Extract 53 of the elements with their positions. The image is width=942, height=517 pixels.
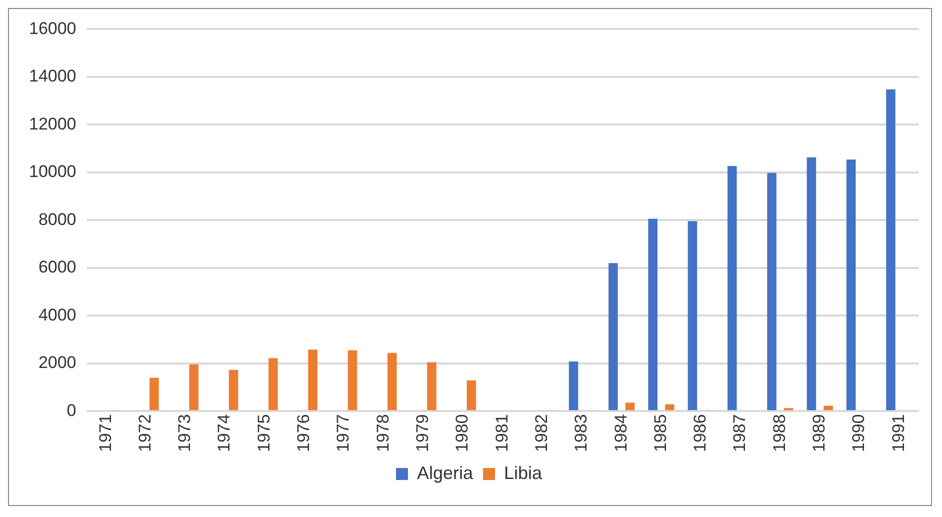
x-tick-label: 1980 [452, 414, 472, 452]
x-tick-label: 1978 [373, 414, 392, 452]
bar [824, 406, 833, 410]
y-tick-label: 4000 [38, 305, 76, 324]
x-tick-label: 1974 [214, 414, 234, 452]
bar [268, 358, 278, 410]
bar [150, 378, 159, 410]
bar [228, 370, 238, 410]
bar [568, 362, 578, 410]
bar [688, 221, 698, 410]
legend-label: Libia [504, 462, 544, 483]
bar [348, 350, 358, 410]
x-tick-label: 1982 [532, 414, 551, 452]
bar [427, 362, 436, 410]
x-tick-label: 1991 [888, 414, 908, 452]
x-tick-label: 1987 [730, 414, 750, 452]
bar [625, 402, 635, 410]
x-tick-label: 1989 [810, 414, 829, 452]
y-tick-label: 16000 [28, 18, 76, 38]
bar [387, 352, 397, 410]
x-tick-label: 1971 [96, 414, 115, 452]
bar [466, 380, 476, 410]
bar [767, 172, 776, 410]
bar [189, 364, 198, 410]
bar [308, 350, 318, 410]
x-tick-label: 1988 [770, 414, 789, 452]
y-tick-label: 14000 [28, 66, 76, 86]
x-tick-label: 1990 [849, 414, 868, 452]
y-tick-label: 0 [66, 400, 76, 420]
bar [886, 89, 896, 410]
bar [608, 263, 618, 410]
x-tick-label: 1986 [690, 414, 710, 452]
x-tick-label: 1985 [650, 414, 670, 452]
x-tick-label: 1975 [254, 414, 274, 452]
y-tick-label: 12000 [28, 114, 76, 134]
legend-label: Algeria [416, 462, 474, 483]
bar [806, 157, 816, 410]
bar [648, 218, 658, 410]
y-tick-label: 8000 [38, 210, 76, 229]
bar [846, 160, 856, 410]
x-tick-label: 1983 [572, 414, 591, 452]
x-tick-label: 1976 [294, 414, 314, 452]
bar [728, 166, 737, 410]
x-tick-label: 1973 [175, 414, 194, 452]
x-tick-label: 1981 [492, 414, 512, 452]
x-tick-label: 1977 [334, 414, 353, 452]
y-tick-label: 10000 [28, 162, 76, 182]
y-tick-label: 2000 [38, 353, 76, 372]
bar [665, 404, 674, 410]
y-tick-label: 6000 [38, 258, 76, 277]
x-tick-label: 1984 [611, 414, 630, 452]
x-tick-label: 1979 [413, 414, 432, 452]
x-tick-label: 1972 [135, 414, 154, 452]
